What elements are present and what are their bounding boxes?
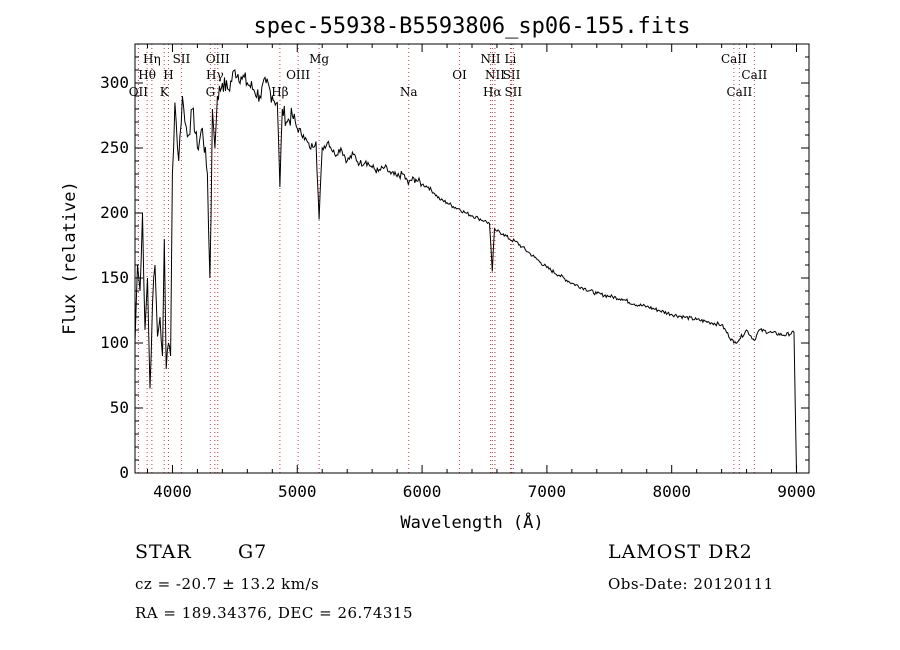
line-marker-label: CaII (741, 68, 767, 82)
y-axis-label: Flux (relative) (60, 181, 80, 335)
line-marker-label: OIII (286, 68, 310, 82)
x-tick-label: 9000 (777, 482, 816, 501)
spectrum-chart: spec-55938-B5593806_sp06-155.fits Hη Hθ OI… (60, 14, 816, 533)
x-tick-label: 4000 (153, 482, 192, 501)
y-tick-label: 300 (100, 73, 129, 92)
x-tick-label: 8000 (652, 482, 691, 501)
y-tick-label: 200 (100, 203, 129, 222)
line-marker-label: Na (400, 85, 418, 99)
line-marker-label: CaII (721, 52, 747, 66)
line-marker-label: Hθ (138, 68, 156, 82)
redshift-text: cz = -20.7 ± 13.2 km/s (135, 575, 320, 593)
line-marker-label: Hβ (271, 85, 288, 99)
line-marker-label: Li (505, 52, 517, 66)
x-axis: 4000 5000 6000 7000 8000 9000 (146, 44, 816, 501)
y-tick-label: 100 (100, 333, 129, 352)
line-marker-label: G (206, 85, 216, 99)
survey-label: LAMOST DR2 (608, 541, 753, 563)
line-marker-label: Hγ (206, 68, 224, 82)
line-marker-label: SII (504, 85, 522, 99)
line-marker-label: SII (503, 68, 521, 82)
plot-frame (134, 43, 810, 474)
object-subclass: G7 (238, 541, 268, 563)
x-axis-label: Wavelength (Å) (400, 511, 543, 533)
y-tick-label: 250 (100, 138, 129, 157)
line-marker-label: NII (485, 68, 505, 82)
line-marker-label: Hη (143, 52, 161, 66)
line-marker-label: NII (480, 52, 500, 66)
x-tick-label: 5000 (278, 482, 317, 501)
line-marker-label: SII (173, 52, 191, 66)
x-tick-label: 6000 (403, 482, 442, 501)
line-marker-label: OIII (206, 52, 230, 66)
line-marker-label: OII (129, 85, 149, 99)
line-marker-label: K (160, 85, 170, 99)
y-axis: 0 50 100 150 200 250 300 (100, 56, 809, 482)
obs-date-text: Obs-Date: 20120111 (608, 575, 774, 593)
x-tick-label: 7000 (528, 482, 567, 501)
object-class: STAR (135, 541, 192, 563)
chart-title: spec-55938-B5593806_sp06-155.fits (253, 14, 690, 39)
y-tick-label: 0 (119, 463, 129, 482)
line-marker-label: Mg (309, 52, 329, 66)
coordinates-text: RA = 189.34376, DEC = 26.74315 (135, 604, 414, 622)
line-marker-label: Hα (483, 85, 502, 99)
line-marker-label: OI (452, 68, 467, 82)
line-marker-label: CaII (726, 85, 752, 99)
line-marker-label: H (163, 68, 173, 82)
spectrum-line (134, 69, 797, 474)
y-tick-label: 150 (100, 268, 129, 287)
y-tick-label: 50 (110, 398, 129, 417)
